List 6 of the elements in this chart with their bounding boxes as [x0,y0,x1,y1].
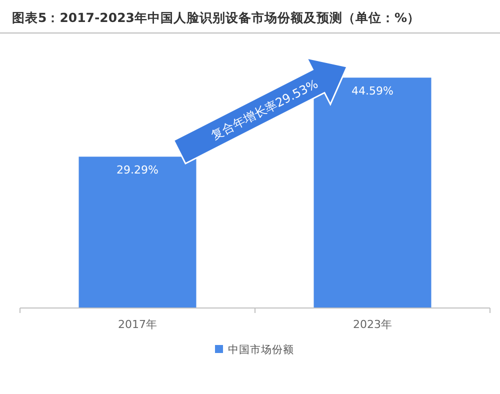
x-tick-label: 2017年 [118,318,157,331]
data-label: 44.59% [352,84,394,98]
chart-title: 图表5：2017-2023年中国人脸识别设备市场份额及预测（单位：%） [12,10,420,25]
legend-label: 中国市场份额 [228,343,294,356]
data-label: 29.29% [116,164,158,177]
x-tick-label: 2023年 [353,318,392,331]
